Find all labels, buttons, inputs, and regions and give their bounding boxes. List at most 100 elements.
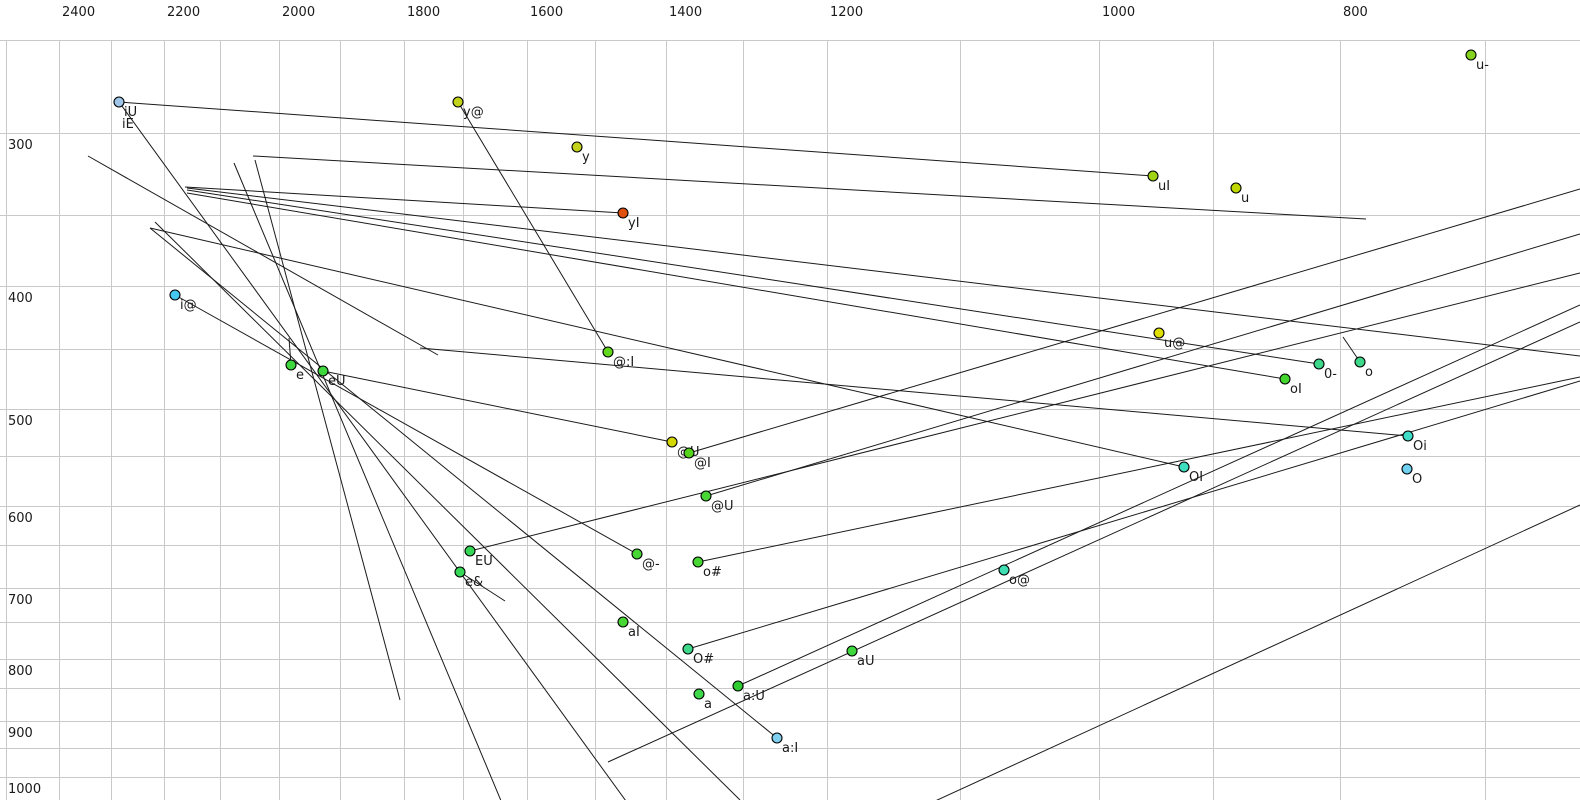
x-axis-tick-label: 2000: [282, 5, 315, 20]
data-point[interactable]: [113, 96, 125, 108]
trajectory-line: [149, 227, 1185, 468]
data-point-label: oI: [1290, 382, 1302, 397]
trajectory-line: [154, 221, 741, 800]
x-axis-tick-label: 1400: [669, 5, 702, 20]
y-axis-tick-label: 500: [8, 414, 33, 429]
data-point[interactable]: [1313, 358, 1325, 370]
trajectory-line: [118, 101, 626, 800]
trajectory-line: [607, 321, 1580, 763]
data-point-extra-label: iE: [122, 117, 134, 132]
trajectory-line: [184, 186, 624, 214]
data-point[interactable]: [692, 556, 704, 568]
x-axis-tick-label: 1800: [407, 5, 440, 20]
trajectory-line: [87, 155, 439, 356]
data-point-label: u@: [1164, 336, 1185, 351]
data-point[interactable]: [285, 359, 297, 371]
data-point[interactable]: [1230, 182, 1242, 194]
trajectory-line: [687, 380, 1580, 650]
data-point[interactable]: [771, 732, 783, 744]
trajectory-line: [118, 101, 1154, 177]
y-axis-tick-label: 600: [8, 511, 33, 526]
data-point[interactable]: [169, 289, 181, 301]
data-point[interactable]: [1153, 327, 1165, 339]
y-axis-tick-label: 700: [8, 593, 33, 608]
data-point-label: o#: [703, 565, 722, 580]
data-point[interactable]: [732, 680, 744, 692]
data-point-label: yI: [628, 216, 640, 231]
data-point-label: aU: [857, 654, 874, 669]
data-point-label: eU: [328, 374, 346, 389]
trajectory-line: [254, 159, 401, 701]
data-point-label: e: [296, 368, 304, 383]
data-point-label: iU: [124, 105, 137, 120]
trajectory-line: [936, 504, 1580, 800]
data-point[interactable]: [1147, 170, 1159, 182]
data-point[interactable]: [682, 643, 694, 655]
y-axis-tick-label: 300: [8, 138, 33, 153]
trajectory-line: [737, 304, 1580, 687]
data-point-label: a: [704, 697, 712, 712]
data-point-label: Oi: [1413, 439, 1427, 454]
data-point-label: o@: [1009, 573, 1030, 588]
y-axis-tick-label: 400: [8, 291, 33, 306]
x-axis-tick-label: 800: [1343, 5, 1368, 20]
data-point-label: o: [1365, 365, 1373, 380]
trajectory-line: [322, 370, 673, 443]
data-point[interactable]: [666, 436, 678, 448]
data-point[interactable]: [998, 564, 1010, 576]
trajectory-line: [697, 376, 1580, 563]
trajectory-line: [688, 188, 1580, 454]
data-point[interactable]: [846, 645, 858, 657]
x-axis-tick-label: 2200: [167, 5, 200, 20]
y-axis-tick-label: 900: [8, 726, 33, 741]
data-point[interactable]: [1178, 461, 1190, 473]
trajectory-line: [186, 189, 1320, 365]
data-point[interactable]: [631, 548, 643, 560]
trajectory-line: [149, 227, 778, 739]
x-axis-tick-label: 2400: [62, 5, 95, 20]
data-point[interactable]: [452, 96, 464, 108]
data-point[interactable]: [602, 346, 614, 358]
trajectory-line: [457, 101, 609, 353]
data-point-label: i@: [180, 298, 197, 313]
data-point-label: 0-: [1324, 367, 1337, 382]
data-point-label: u-: [1476, 58, 1489, 73]
data-point-label: e&: [465, 575, 483, 590]
x-axis-tick-label: 1600: [530, 5, 563, 20]
data-point-label: @U: [711, 499, 734, 514]
data-point[interactable]: [1402, 430, 1414, 442]
y-axis-tick-label: 1000: [8, 782, 41, 797]
data-point-label: EU: [475, 554, 493, 569]
data-point[interactable]: [617, 616, 629, 628]
trajectory-line: [233, 162, 502, 800]
data-point[interactable]: [1354, 356, 1366, 368]
y-axis-tick-label: 800: [8, 664, 33, 679]
data-point-label: @-: [642, 557, 660, 572]
data-point-label: OI: [1189, 470, 1203, 485]
data-point-label: u: [1241, 191, 1249, 206]
data-point[interactable]: [683, 447, 695, 459]
data-point-label: O#: [693, 652, 714, 667]
data-point[interactable]: [454, 566, 466, 578]
data-point[interactable]: [464, 545, 476, 557]
data-point-label: uI: [1158, 179, 1170, 194]
data-point-label: @I: [694, 456, 711, 471]
data-point[interactable]: [571, 141, 583, 153]
data-point[interactable]: [1401, 463, 1413, 475]
x-axis-tick-label: 1000: [1102, 5, 1135, 20]
trajectory-line: [469, 272, 1580, 552]
data-point-label: a:U: [743, 689, 765, 704]
data-point-label: a:I: [782, 741, 798, 756]
data-point[interactable]: [1279, 373, 1291, 385]
data-point[interactable]: [693, 688, 705, 700]
data-point[interactable]: [700, 490, 712, 502]
data-point[interactable]: [317, 365, 329, 377]
data-point[interactable]: [1465, 49, 1477, 61]
x-axis-tick-label: 1200: [830, 5, 863, 20]
trajectory-line: [419, 347, 1409, 437]
data-point[interactable]: [617, 207, 629, 219]
trajectory-line: [174, 294, 638, 555]
trajectory-line: [186, 187, 1580, 357]
data-point-label: y: [582, 150, 590, 165]
